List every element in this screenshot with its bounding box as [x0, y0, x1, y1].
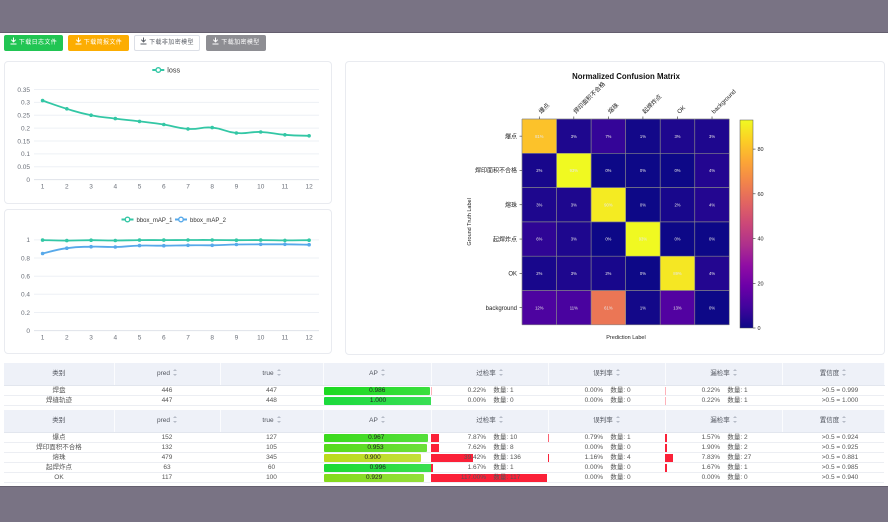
svg-text:1: 1	[41, 335, 45, 342]
svg-text:bbox_mAP_2: bbox_mAP_2	[190, 218, 227, 224]
svg-text:焊印面积不合格: 焊印面积不合格	[475, 167, 517, 175]
svg-text:爆点: 爆点	[505, 132, 517, 140]
svg-text:4%: 4%	[709, 271, 715, 276]
svg-text:8: 8	[210, 184, 214, 191]
svg-text:20: 20	[758, 281, 764, 287]
svg-text:12%: 12%	[535, 305, 544, 310]
svg-text:0.6: 0.6	[21, 274, 30, 281]
svg-text:7%: 7%	[605, 134, 611, 139]
svg-text:9: 9	[235, 184, 239, 191]
svg-text:3%: 3%	[536, 202, 542, 207]
svg-text:0.35: 0.35	[17, 87, 30, 94]
svg-text:81%: 81%	[535, 134, 544, 139]
svg-text:bbox_mAP_1: bbox_mAP_1	[137, 218, 174, 224]
svg-text:4: 4	[113, 184, 117, 191]
svg-text:6: 6	[162, 184, 166, 191]
svg-text:2: 2	[65, 335, 69, 342]
svg-text:0.25: 0.25	[17, 113, 30, 120]
svg-text:93%: 93%	[570, 168, 579, 173]
svg-text:0.1: 0.1	[21, 151, 30, 158]
svg-text:Ground Truth Label: Ground Truth Label	[467, 198, 473, 245]
svg-text:0%: 0%	[640, 168, 646, 173]
svg-text:90%: 90%	[604, 202, 613, 207]
svg-text:89%: 89%	[673, 271, 682, 276]
svg-text:OK: OK	[508, 272, 517, 278]
svg-text:熔珠: 熔珠	[505, 201, 517, 209]
svg-text:0.8: 0.8	[21, 255, 30, 262]
svg-text:12: 12	[305, 184, 313, 191]
svg-text:3%: 3%	[571, 202, 577, 207]
svg-text:3%: 3%	[571, 271, 577, 276]
svg-text:0.4: 0.4	[21, 292, 30, 299]
svg-text:11: 11	[282, 184, 289, 191]
svg-text:起焊炸点: 起焊炸点	[641, 93, 664, 116]
svg-text:0.05: 0.05	[17, 164, 30, 171]
svg-text:0.15: 0.15	[17, 138, 30, 145]
svg-text:4%: 4%	[709, 202, 715, 207]
svg-text:6: 6	[162, 335, 166, 342]
svg-text:0: 0	[26, 328, 30, 335]
svg-text:0: 0	[26, 177, 30, 184]
svg-text:0%: 0%	[674, 168, 680, 173]
svg-text:7: 7	[186, 184, 190, 191]
svg-text:2%: 2%	[536, 271, 542, 276]
svg-text:60: 60	[758, 192, 764, 198]
svg-text:0.2: 0.2	[21, 310, 30, 317]
svg-text:10: 10	[257, 335, 265, 342]
svg-text:0%: 0%	[640, 202, 646, 207]
svg-text:4: 4	[113, 335, 117, 342]
svg-text:2%: 2%	[605, 271, 611, 276]
svg-text:background: background	[486, 306, 517, 312]
svg-text:3: 3	[89, 184, 93, 191]
svg-text:3%: 3%	[571, 237, 577, 242]
svg-text:11%: 11%	[570, 305, 578, 310]
svg-text:0%: 0%	[709, 237, 715, 242]
svg-text:0.3: 0.3	[21, 100, 30, 107]
svg-text:0%: 0%	[709, 305, 715, 310]
svg-text:4%: 4%	[709, 168, 715, 173]
svg-text:11: 11	[282, 335, 289, 342]
svg-text:10: 10	[257, 184, 265, 191]
svg-text:80: 80	[758, 147, 764, 153]
svg-text:熔珠: 熔珠	[606, 101, 620, 115]
svg-text:1: 1	[41, 184, 45, 191]
svg-text:0%: 0%	[605, 237, 611, 242]
svg-text:0%: 0%	[605, 168, 611, 173]
svg-text:0%: 0%	[640, 271, 646, 276]
svg-text:0: 0	[758, 326, 761, 332]
svg-text:爆点: 爆点	[537, 101, 551, 115]
svg-text:焊印面积不合格: 焊印面积不合格	[572, 80, 607, 115]
svg-text:2%: 2%	[536, 168, 542, 173]
svg-text:1%: 1%	[640, 305, 646, 310]
svg-text:5: 5	[138, 184, 142, 191]
svg-text:1: 1	[26, 237, 30, 244]
svg-text:loss: loss	[167, 65, 180, 74]
svg-text:0.2: 0.2	[21, 125, 30, 132]
svg-text:40: 40	[758, 237, 764, 243]
svg-text:12: 12	[305, 335, 313, 342]
svg-text:13%: 13%	[673, 305, 682, 310]
svg-text:93%: 93%	[639, 237, 648, 242]
svg-text:OK: OK	[677, 105, 687, 115]
svg-text:2: 2	[65, 184, 69, 191]
svg-text:Normalized Confusion Matrix: Normalized Confusion Matrix	[572, 72, 681, 81]
svg-text:6%: 6%	[536, 237, 542, 242]
svg-text:7: 7	[186, 335, 190, 342]
svg-text:起焊炸点: 起焊炸点	[493, 235, 517, 243]
svg-text:61%: 61%	[604, 305, 613, 310]
svg-text:2%: 2%	[674, 202, 680, 207]
svg-text:1%: 1%	[640, 134, 646, 139]
svg-text:9: 9	[235, 335, 239, 342]
svg-text:3%: 3%	[709, 134, 715, 139]
svg-text:5: 5	[138, 335, 142, 342]
svg-text:background: background	[711, 89, 737, 115]
svg-text:8: 8	[210, 335, 214, 342]
svg-text:Prediction Label: Prediction Label	[606, 335, 645, 341]
svg-text:0%: 0%	[674, 237, 680, 242]
svg-text:3%: 3%	[674, 134, 680, 139]
svg-text:3%: 3%	[571, 134, 577, 139]
svg-text:3: 3	[89, 335, 93, 342]
